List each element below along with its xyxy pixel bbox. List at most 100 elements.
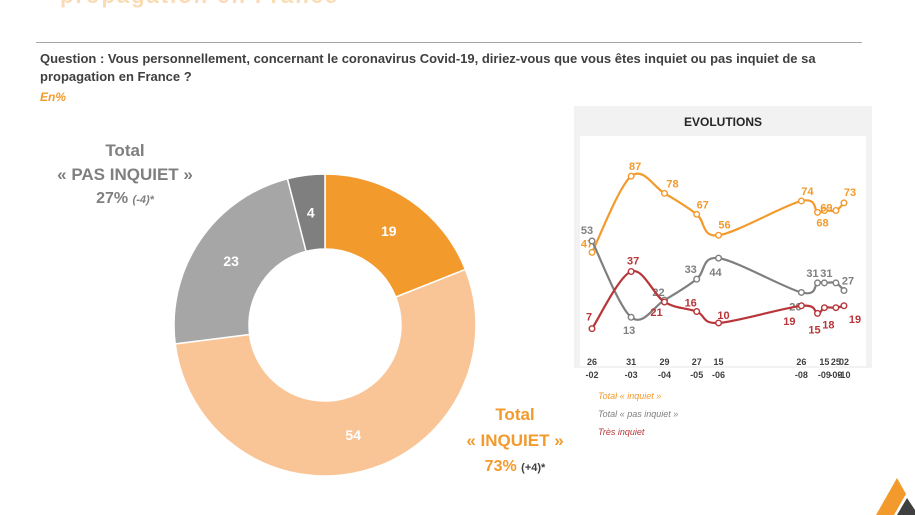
data-label-total-pas-inquiet: 22 [652, 287, 664, 299]
x-tick-label: 02 [839, 357, 849, 367]
x-tick-label: 15 [819, 357, 829, 367]
series-point-total-pas-inquiet [820, 279, 828, 287]
series-point-tr-s-inquiet [660, 298, 668, 306]
series-point-total-inquiet [693, 210, 701, 218]
data-label-tr-s-inquiet: 7 [586, 312, 592, 324]
total-pas-inquiet: Total « PAS INQUIET » 27% (-4)* [40, 139, 210, 212]
header-divider [36, 42, 862, 43]
data-label-total-inquiet: 56 [718, 219, 730, 231]
series-point-total-pas-inquiet [588, 237, 596, 245]
total-inquiet: Total « INQUIET » 73% (+4)* [440, 402, 590, 481]
donut-slice-label-2: 23 [223, 253, 239, 269]
donut-chart: 19 54 23 4 [173, 173, 477, 477]
data-label-total-inquiet: 69 [820, 202, 832, 214]
x-tick-label: 29 [659, 357, 669, 367]
total-inquiet-value-line: 73% (+4)* [440, 454, 590, 481]
series-point-total-inquiet [588, 248, 596, 256]
donut-slice-2 [173, 177, 308, 345]
data-label-total-inquiet: 68 [816, 217, 828, 229]
series-point-tr-s-inquiet [588, 325, 596, 333]
series-line-total-inquiet [591, 172, 845, 253]
x-tick-label: -08 [795, 370, 808, 380]
series-point-total-pas-inquiet [813, 279, 821, 287]
series-point-tr-s-inquiet [627, 267, 635, 275]
x-tick-label: 31 [626, 357, 636, 367]
series-point-total-inquiet [797, 197, 805, 205]
total-pas-inquiet-change: (-4)* [132, 194, 154, 206]
total-inquiet-line2: « INQUIET » [466, 431, 564, 450]
series-point-tr-s-inquiet [693, 308, 701, 316]
data-label-total-inquiet: 78 [666, 178, 678, 190]
series-point-total-pas-inquiet [832, 279, 840, 287]
x-tick-label: -03 [625, 370, 638, 380]
data-label-total-pas-inquiet: 33 [685, 264, 697, 276]
data-label-total-pas-inquiet: 13 [623, 325, 635, 337]
data-label-total-inquiet: 74 [801, 186, 814, 198]
x-tick-label: 25 [831, 357, 841, 367]
total-inquiet-value: 73% [484, 458, 517, 475]
series-point-tr-s-inquiet [715, 319, 723, 327]
data-label-tr-s-inquiet: 16 [685, 298, 697, 310]
brand-logo [876, 478, 915, 515]
total-inquiet-change: (+4)* [521, 462, 546, 474]
data-label-total-pas-inquiet: 53 [581, 225, 593, 237]
total-pas-inquiet-line2: « PAS INQUIET » [57, 165, 193, 184]
data-label-tr-s-inquiet: 18 [822, 320, 834, 332]
legend-total-pas-inquiet: Total « pas inquiet » [598, 409, 679, 419]
x-tick-label: -06 [712, 370, 725, 380]
data-label-tr-s-inquiet: 37 [627, 255, 639, 267]
total-inquiet-line1: Total [495, 405, 535, 424]
total-pas-inquiet-value: 27% [96, 190, 129, 207]
legend-tres-inquiet: Très inquiet [598, 427, 645, 437]
series-point-tr-s-inquiet [813, 309, 821, 317]
series-point-total-inquiet [715, 231, 723, 239]
series-point-total-inquiet [832, 206, 840, 214]
total-pas-inquiet-value-line: 27% (-4)* [40, 187, 210, 212]
x-tick-label: -02 [585, 370, 598, 380]
series-point-total-pas-inquiet [693, 275, 701, 283]
total-pas-inquiet-line1: Total [105, 141, 145, 160]
x-tick-label: 27 [692, 357, 702, 367]
data-label-tr-s-inquiet: 10 [717, 310, 729, 322]
x-tick-label: 26 [796, 357, 806, 367]
series-point-total-inquiet [840, 199, 848, 207]
data-label-total-inquiet: 67 [697, 199, 709, 211]
series-point-total-pas-inquiet [840, 287, 848, 295]
x-tick-label: -04 [658, 370, 671, 380]
donut-slice-label-1: 54 [345, 427, 361, 443]
legend-total-inquiet: Total « inquiet » [598, 391, 662, 401]
series-line-total-pas-inquiet [591, 240, 845, 321]
series-point-total-inquiet [627, 172, 635, 180]
question-text: Question : Vous personnellement, concern… [40, 51, 816, 84]
data-label-tr-s-inquiet: 15 [808, 324, 820, 336]
series-point-total-inquiet [813, 208, 821, 216]
donut-slice-0 [324, 173, 467, 298]
series-point-total-inquiet [660, 189, 668, 197]
donut-slice-1 [174, 268, 477, 477]
series-point-tr-s-inquiet [840, 302, 848, 310]
data-label-total-pas-inquiet: 27 [842, 276, 854, 288]
evolutions-title: EVOLUTIONS [683, 115, 762, 129]
unit-label: En% [40, 90, 67, 104]
series-point-total-pas-inquiet [715, 254, 723, 262]
x-tick-label: -05 [690, 370, 703, 380]
data-label-total-inquiet: 73 [844, 187, 856, 199]
series-point-total-pas-inquiet [797, 288, 805, 296]
data-label-total-pas-inquiet: 44 [709, 267, 722, 279]
data-label-tr-s-inquiet: 21 [650, 307, 662, 319]
x-tick-label: 15 [714, 357, 724, 367]
donut-slice-label-0: 19 [381, 223, 397, 239]
series-point-tr-s-inquiet [820, 304, 828, 312]
series-line-tr-s-inquiet [591, 270, 845, 330]
donut-slice-3 [286, 173, 326, 253]
x-tick-label: 26 [587, 357, 597, 367]
x-tick-label: -10 [837, 370, 850, 380]
data-label-total-pas-inquiet: 31 [806, 268, 818, 280]
data-label-total-inquiet: 87 [629, 161, 641, 173]
donut-slice-label-3: 4 [307, 204, 315, 220]
data-label-tr-s-inquiet: 19 [849, 314, 861, 326]
x-tick-label: -09 [818, 370, 831, 380]
top-title-fragment: propagation en France [0, 0, 750, 8]
series-point-total-pas-inquiet [627, 313, 635, 321]
